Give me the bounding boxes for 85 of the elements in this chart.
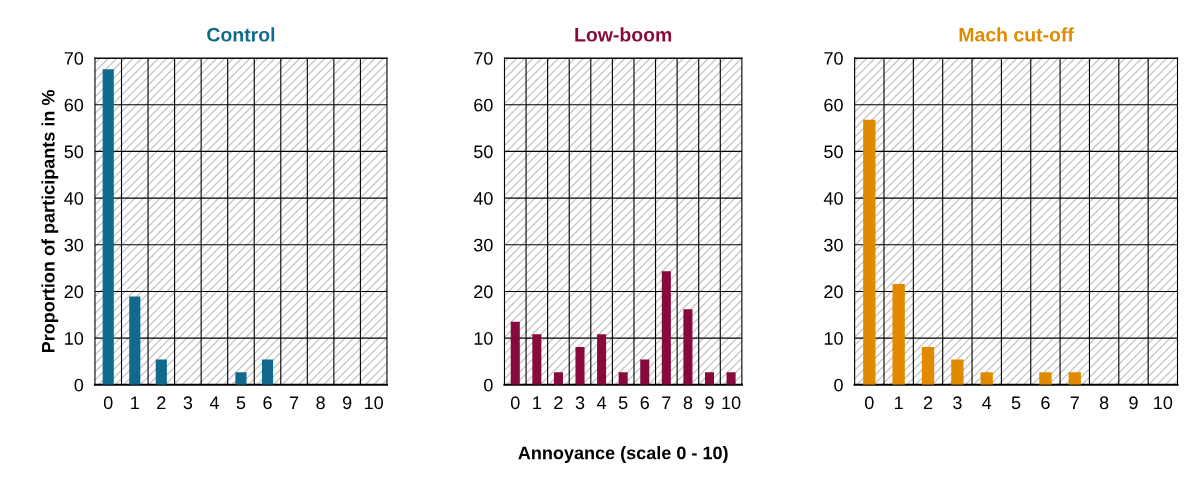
bar — [532, 334, 542, 385]
x-tick-label: 0 — [103, 396, 113, 410]
y-tick-label: 0 — [74, 378, 84, 392]
y-tick-label: 70 — [64, 52, 84, 65]
y-tick-label: 50 — [64, 145, 84, 159]
bar — [618, 372, 628, 385]
x-tick-label: 3 — [953, 396, 962, 410]
x-tick-label: 1 — [131, 396, 139, 409]
x-axis-title: Annoyance (scale 0 - 10) — [518, 446, 728, 463]
x-tick-label: 9 — [705, 396, 714, 410]
bar — [155, 359, 167, 385]
x-tick-label: 3 — [575, 396, 585, 410]
y-tick-label: 50 — [474, 145, 493, 159]
bar — [261, 359, 274, 385]
y-tick-label: 20 — [64, 285, 84, 299]
bar — [1039, 372, 1052, 385]
y-axis-title: Proportion of participants in % — [41, 89, 59, 353]
x-tick-label: 1 — [533, 396, 541, 409]
x-tick-label: 5 — [618, 396, 628, 410]
y-tick-label: 70 — [824, 52, 843, 65]
x-tick-label: 6 — [640, 396, 649, 410]
bar — [892, 283, 905, 385]
y-tick-label: 0 — [834, 378, 843, 392]
bar — [726, 372, 736, 385]
x-tick-label: 7 — [662, 396, 671, 409]
x-tick-label: 0 — [865, 396, 874, 410]
y-tick-label: 30 — [473, 238, 493, 252]
x-tick-label: 7 — [289, 396, 299, 409]
bar — [704, 372, 715, 385]
y-tick-label: 30 — [824, 238, 843, 252]
chart-title: Control — [207, 27, 275, 42]
bar — [597, 334, 607, 385]
x-tick-label: 6 — [263, 396, 272, 410]
x-tick-label: 10 — [1154, 396, 1173, 410]
bar — [235, 372, 247, 385]
x-tick-label: 8 — [683, 396, 693, 410]
y-tick-label: 60 — [64, 98, 84, 112]
bar — [863, 119, 876, 385]
bar — [1068, 372, 1081, 385]
bar — [575, 346, 585, 385]
y-tick-label: 20 — [824, 285, 843, 299]
x-tick-label: 6 — [1041, 396, 1050, 410]
y-tick-label: 70 — [474, 52, 493, 65]
bar — [510, 321, 520, 385]
bar — [102, 69, 114, 385]
x-tick-label: 2 — [923, 396, 933, 409]
bar — [980, 372, 993, 385]
y-tick-label: 60 — [474, 98, 493, 112]
bar — [661, 271, 671, 385]
x-tick-label: 3 — [183, 396, 193, 410]
x-tick-label: 9 — [1129, 396, 1138, 410]
y-tick-label: 40 — [823, 192, 843, 205]
y-tick-label: 10 — [824, 332, 843, 345]
x-tick-label: 10 — [365, 396, 384, 410]
y-tick-label: 20 — [474, 285, 493, 299]
x-tick-label: 5 — [236, 396, 246, 410]
chart-title: Low-boom — [575, 27, 672, 42]
x-tick-label: 2 — [554, 396, 563, 409]
x-tick-label: 1 — [895, 396, 903, 409]
x-tick-label: 8 — [316, 396, 325, 410]
y-tick-label: 40 — [473, 192, 493, 205]
x-tick-label: 2 — [157, 396, 166, 409]
bar — [553, 372, 563, 385]
bar — [129, 296, 141, 385]
x-tick-label: 0 — [510, 396, 520, 410]
y-tick-label: 0 — [484, 378, 493, 392]
x-tick-label: 4 — [982, 396, 992, 409]
y-tick-label: 10 — [65, 332, 84, 345]
x-tick-label: 8 — [1099, 396, 1109, 410]
y-tick-label: 50 — [824, 145, 843, 159]
bar — [921, 346, 935, 385]
x-tick-label: 5 — [1011, 396, 1021, 410]
y-tick-label: 30 — [64, 238, 84, 252]
bar — [951, 359, 964, 385]
x-tick-label: 4 — [209, 396, 219, 409]
chart-title: Mach cut-off — [959, 27, 1074, 42]
x-tick-label: 4 — [596, 396, 607, 409]
bar — [683, 309, 693, 385]
y-tick-label: 10 — [474, 332, 493, 345]
y-tick-label: 40 — [64, 192, 84, 205]
x-tick-label: 9 — [342, 396, 352, 410]
x-tick-label: 7 — [1070, 396, 1079, 409]
x-tick-label: 10 — [722, 396, 741, 410]
bar — [640, 359, 650, 385]
y-tick-label: 60 — [824, 98, 843, 112]
